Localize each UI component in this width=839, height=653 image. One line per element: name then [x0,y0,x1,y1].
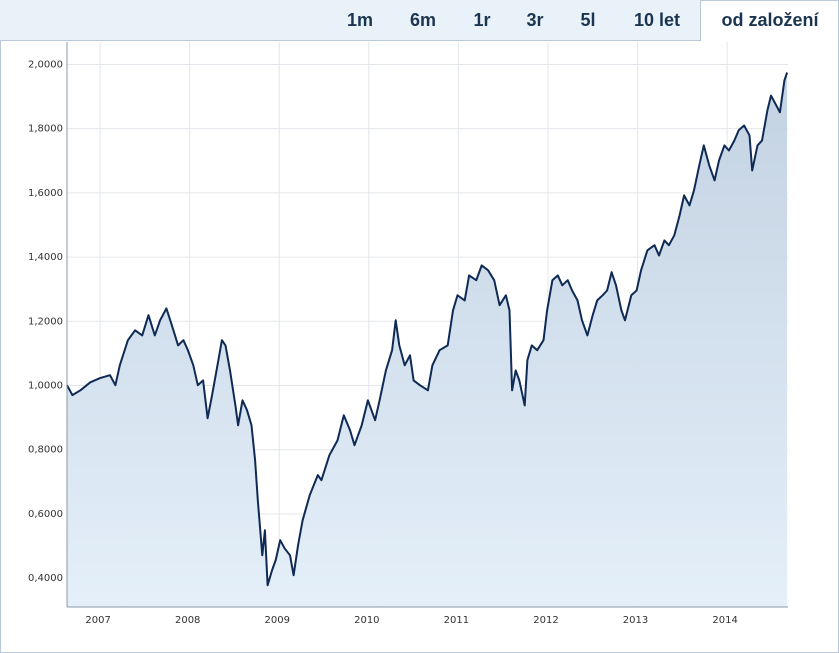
y-tick-label: 1,2000 [28,316,63,327]
y-tick-label: 0,8000 [28,445,63,456]
line [66,72,789,587]
tab[interactable]: 1m [347,10,373,30]
x-tick-label: 2013 [623,615,648,626]
active-tab-join [701,39,838,42]
y-tick-label: 0,4000 [28,573,63,584]
area [67,72,788,607]
tab-bar [0,0,839,40]
x-tick-label: 2010 [354,615,379,626]
active-tab[interactable] [700,0,839,41]
y-tick-label: 1,6000 [28,188,63,199]
tab[interactable]: 5l [580,10,595,30]
y-tick-label: 1,0000 [28,380,63,391]
x-tick-label: 2012 [533,615,558,626]
y-tick-label: 1,8000 [28,124,63,135]
y-tick-label: 2,0000 [28,59,63,70]
tab[interactable]: 3r [526,10,543,30]
tab[interactable]: od založení [721,10,819,30]
tab[interactable]: 1r [473,10,490,30]
y-tick-label: 0,6000 [28,509,63,520]
x-tick-label: 2007 [85,615,110,626]
y-tick-label: 1,4000 [28,252,63,263]
x-tick-label: 2011 [444,615,469,626]
tab[interactable]: 6m [410,10,436,30]
x-tick-label: 2008 [175,615,200,626]
x-tick-label: 2014 [712,615,737,626]
x-tick-label: 2009 [265,615,290,626]
tab[interactable]: 10 let [634,10,680,30]
